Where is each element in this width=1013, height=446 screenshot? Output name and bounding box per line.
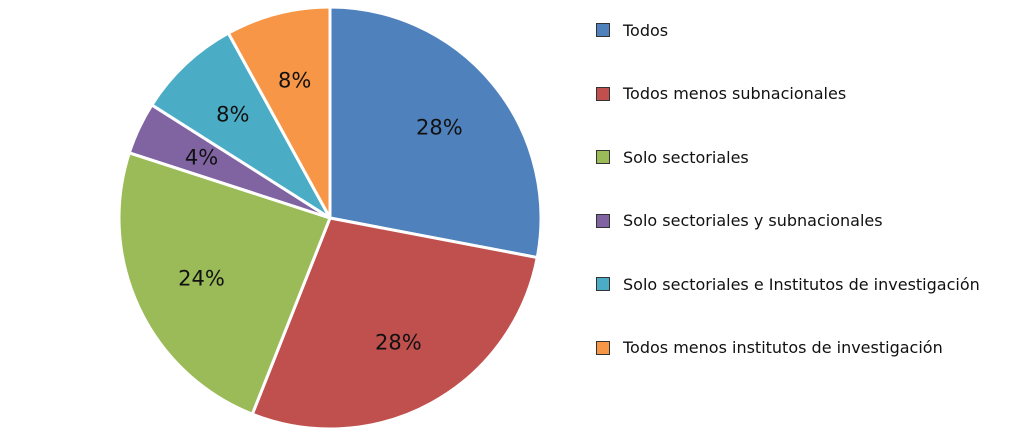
legend-label: Todos menos institutos de investigación (623, 338, 943, 357)
pie-slice-3 (117, 151, 332, 416)
legend-label: Solo sectoriales y subnacionales (623, 211, 883, 230)
legend-swatch (596, 277, 610, 291)
legend-item-1: Todos (596, 18, 668, 42)
legend-item-4: Solo sectoriales y subnacionales (596, 209, 883, 233)
pie-slice-2 (250, 216, 539, 431)
legend-swatch (596, 213, 610, 228)
slice-value-label-6: 8% (278, 69, 311, 93)
pie-slice-5 (150, 31, 332, 220)
legend-item-5: Solo sectoriales e Institutos de investi… (596, 272, 980, 296)
legend-item-3: Solo sectoriales (596, 145, 749, 169)
legend-item-2: Todos menos subnacionales (596, 82, 846, 106)
slice-value-label-1: 28% (416, 116, 463, 140)
pie-labels: 28% 28% 24% 4% 8% 8% (178, 69, 463, 355)
legend-label: Todos menos subnacionales (623, 84, 847, 103)
pie-slice-6 (226, 5, 332, 220)
legend-label: Todos (623, 20, 669, 40)
legend-swatch (596, 86, 610, 101)
slice-value-label-3: 24% (178, 267, 225, 291)
legend-item-6: Todos menos institutos de investigación (596, 336, 943, 360)
legend-label: Solo sectoriales (623, 147, 749, 167)
slice-value-label-5: 8% (216, 103, 249, 127)
legend-swatch (596, 340, 610, 355)
legend-label: Solo sectoriales e Institutos de investi… (623, 274, 980, 294)
legend-swatch (596, 150, 610, 164)
pie-slices (117, 5, 543, 431)
slice-value-label-4: 4% (185, 146, 218, 170)
pie-slice-1 (328, 5, 543, 260)
slice-value-label-2: 28% (375, 330, 422, 354)
legend-swatch (596, 23, 610, 37)
